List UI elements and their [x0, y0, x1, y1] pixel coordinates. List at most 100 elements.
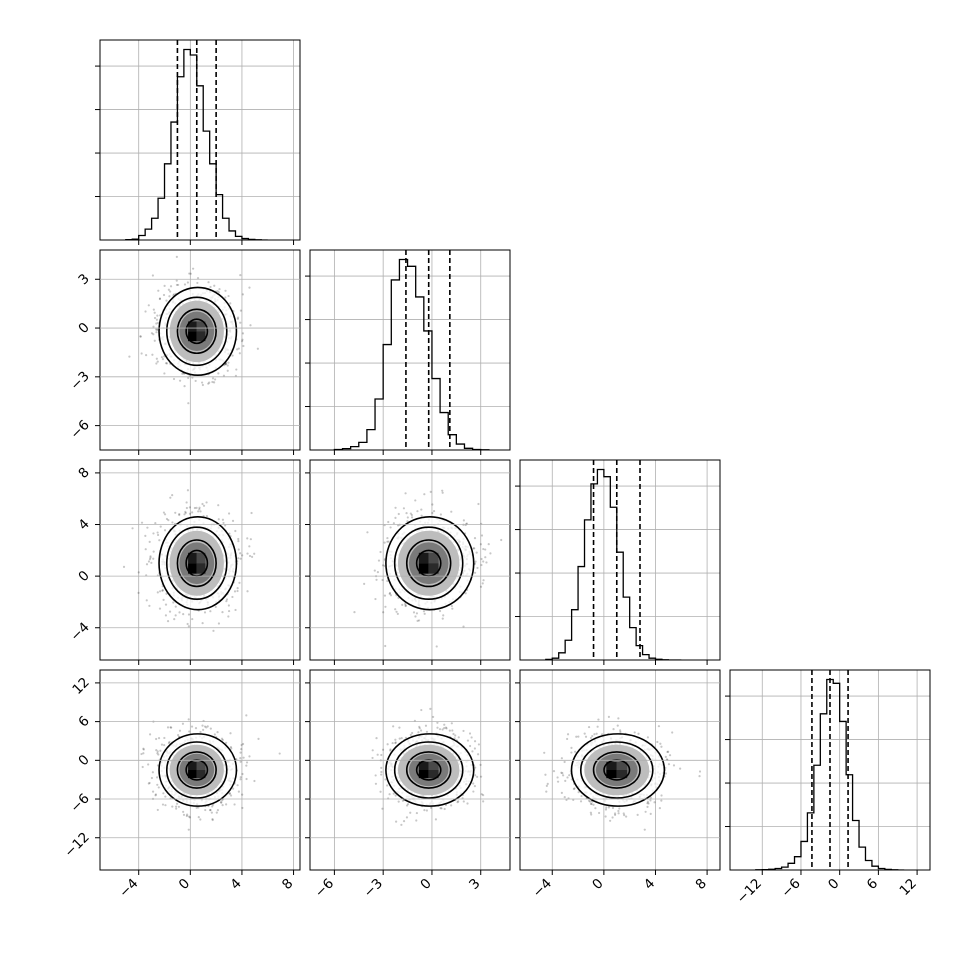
sample-point [148, 604, 151, 607]
sample-point [177, 283, 180, 287]
sample-point [200, 381, 204, 384]
sample-point [420, 708, 423, 712]
sample-point [211, 817, 214, 821]
x-tick-label: −6 [312, 876, 337, 901]
sample-point [216, 809, 220, 812]
sample-point [473, 547, 476, 550]
sample-point [657, 725, 661, 728]
sample-point [144, 310, 147, 313]
sample-point [231, 519, 235, 522]
sample-point [473, 747, 477, 750]
sample-point [204, 808, 207, 812]
sample-point [468, 732, 472, 735]
sample-point [242, 756, 245, 759]
sample-point [387, 520, 390, 524]
sample-point [412, 611, 416, 614]
sample-point [233, 803, 236, 806]
sample-point [174, 614, 177, 617]
sample-point [248, 554, 252, 558]
sample-point [480, 563, 483, 567]
sample-point [155, 737, 158, 741]
sample-point [155, 331, 158, 334]
sample-point [156, 328, 159, 332]
sample-point [241, 332, 245, 335]
sample-point [209, 809, 212, 812]
sample-point [423, 809, 426, 812]
sample-point [679, 767, 682, 770]
sample-point [237, 347, 240, 350]
sample-point [241, 554, 244, 557]
hist-panel-2 [515, 459, 721, 665]
sample-point [214, 378, 217, 381]
sample-point [228, 792, 231, 795]
sample-point [414, 499, 417, 502]
sample-point [375, 737, 378, 740]
sample-point [405, 804, 409, 807]
sample-point [441, 491, 444, 494]
sample-point [406, 516, 409, 519]
sample-point [163, 513, 167, 516]
sample-point [131, 527, 134, 530]
sample-point [457, 736, 460, 739]
sample-point [178, 513, 181, 517]
sample-point [164, 804, 167, 807]
sample-point [394, 741, 397, 744]
sample-point [429, 806, 433, 809]
sample-point [165, 299, 168, 302]
sample-point [241, 338, 244, 341]
sample-point [237, 790, 240, 793]
sample-point [241, 793, 244, 796]
sample-point [466, 802, 469, 805]
sample-point [239, 273, 242, 277]
sample-point [222, 374, 226, 377]
sample-point [225, 600, 228, 603]
sample-point [589, 802, 593, 805]
y-tick-label: 8 [75, 464, 92, 481]
sample-point [579, 800, 583, 803]
sample-point [380, 770, 383, 774]
sample-point [450, 722, 453, 725]
sample-point [220, 737, 224, 740]
y-tick-label: 0 [75, 320, 92, 337]
sample-point [157, 753, 160, 756]
sample-point [560, 771, 563, 774]
sample-point [156, 531, 159, 534]
sample-point [154, 794, 157, 797]
sample-point [668, 754, 672, 757]
sample-point [171, 521, 174, 524]
sample-point [482, 800, 485, 803]
sample-point [155, 357, 158, 360]
sample-point [476, 775, 479, 778]
sample-point [611, 816, 614, 819]
sample-point [404, 604, 407, 608]
sample-point [436, 721, 439, 724]
sample-point [174, 511, 177, 514]
sample-point [545, 784, 548, 787]
sample-point [168, 740, 171, 744]
sample-point [245, 764, 248, 767]
sample-point [213, 381, 216, 384]
sample-point [472, 782, 475, 785]
sample-point [205, 726, 208, 729]
sample-point [229, 302, 232, 305]
histogram [125, 48, 268, 240]
sample-point [366, 531, 369, 534]
sample-point [238, 352, 241, 355]
sample-point [188, 272, 191, 275]
sample-point [122, 565, 126, 568]
sample-point [381, 564, 385, 567]
sample-point [480, 534, 484, 537]
sample-point [175, 283, 179, 287]
sample-point [592, 803, 595, 806]
density-cell [188, 563, 197, 574]
sample-point [231, 354, 234, 357]
sample-point [183, 385, 186, 388]
sample-point [201, 502, 204, 506]
sample-point [186, 489, 190, 492]
sample-point [156, 360, 159, 363]
density-cell [418, 552, 429, 564]
sample-point [394, 608, 397, 611]
sample-point [196, 277, 200, 280]
sample-point [192, 267, 195, 270]
